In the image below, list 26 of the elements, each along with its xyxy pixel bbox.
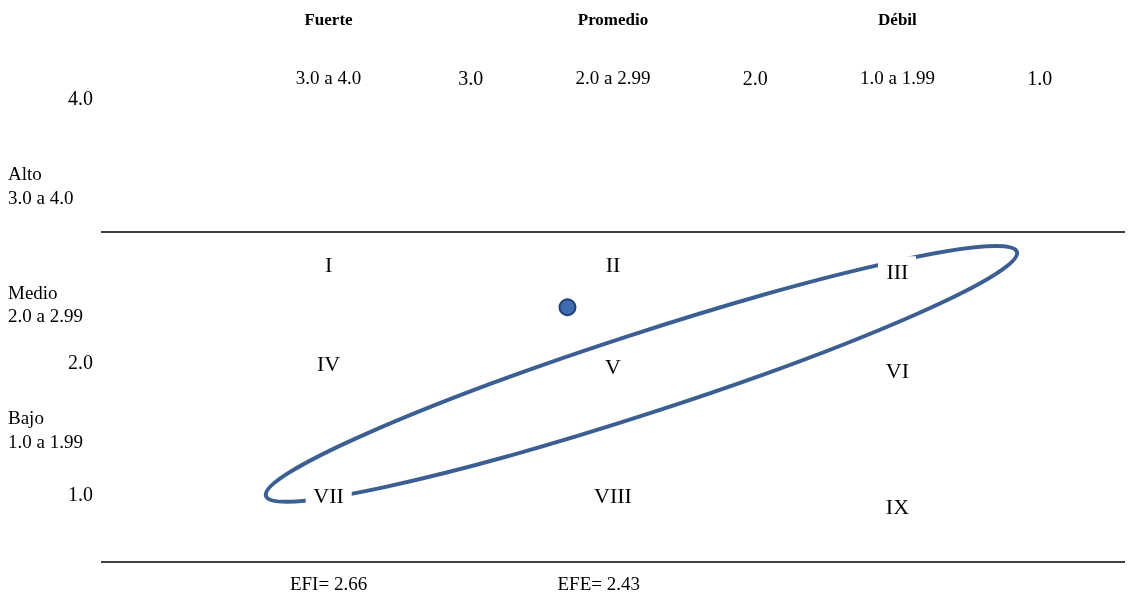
text: EFE= 2.43 bbox=[557, 572, 641, 596]
annotation: II bbox=[597, 249, 629, 281]
annotation: VI bbox=[877, 354, 918, 387]
text: 2.0 a 2.99 bbox=[575, 66, 651, 90]
annotation: VIII bbox=[586, 480, 640, 512]
x-tick-label: 3.0 bbox=[458, 67, 484, 90]
x-tick-label: 2.0 bbox=[742, 67, 768, 90]
annotation: VII bbox=[305, 480, 352, 512]
annotation: III bbox=[878, 255, 917, 288]
annotation: V bbox=[597, 350, 629, 383]
text: Débil bbox=[878, 9, 917, 31]
y-tick-label: 1.0 bbox=[68, 483, 93, 506]
y-tick-label: 2.0 bbox=[68, 351, 93, 374]
annotation: I bbox=[316, 249, 341, 281]
x-tick-label: 1.0 bbox=[1027, 67, 1053, 90]
text: EFI= 2.66 bbox=[289, 572, 368, 596]
text: Fuerte bbox=[304, 9, 353, 31]
text: 1.0 a 1.99 bbox=[859, 66, 935, 90]
text: Medio 2.0 a 2.99 bbox=[8, 280, 83, 329]
text: 3.0 a 4.0 bbox=[295, 66, 362, 90]
annotation: IV bbox=[308, 348, 349, 380]
text: Promedio bbox=[577, 9, 649, 31]
annotation: IX bbox=[877, 490, 918, 523]
text: Alto 3.0 a 4.0 bbox=[8, 162, 74, 210]
y-tick-label: 4.0 bbox=[68, 87, 93, 110]
text: Bajo 1.0 a 1.99 bbox=[8, 406, 83, 454]
